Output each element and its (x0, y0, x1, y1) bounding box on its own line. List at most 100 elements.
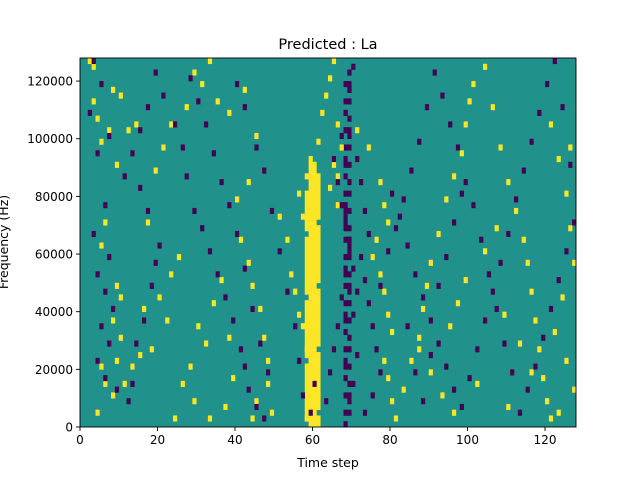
heatmap-cell-low (483, 317, 488, 324)
heatmap-cell-high (541, 375, 546, 382)
heatmap-cell-low (250, 305, 255, 312)
heatmap-cell-band-low (343, 190, 348, 197)
heatmap-cell-low (107, 340, 112, 347)
heatmap-cell-high (506, 179, 511, 186)
heatmap-cell-band-low (347, 179, 352, 186)
heatmap-cell-band-high (316, 190, 321, 197)
heatmap-cell-band-high (316, 369, 321, 376)
heatmap-cell-high (324, 92, 329, 99)
y-tick-label: 40000 (35, 305, 73, 319)
heatmap-cell-band-high (316, 311, 321, 318)
heatmap-cell-band-high (312, 346, 317, 353)
heatmap-cell-band-high (312, 323, 317, 330)
heatmap-cell-high (556, 409, 561, 416)
heatmap-cell-low (374, 346, 379, 353)
heatmap-cell-band-high (316, 317, 321, 324)
heatmap-cell-high (289, 271, 294, 278)
heatmap-cell-band-low (343, 421, 348, 428)
heatmap-cell-band-high (312, 196, 317, 203)
heatmap-cell-low (444, 363, 449, 370)
heatmap-cell-high (452, 409, 457, 416)
heatmap-cell-high (285, 236, 290, 243)
heatmap-cell-high (529, 369, 534, 376)
heatmap-cell-low (262, 167, 267, 174)
heatmap-cell-band-high (308, 375, 313, 382)
heatmap-cell-band-high (308, 277, 313, 284)
heatmap-cell-low (188, 75, 193, 82)
heatmap-cell-high (169, 271, 174, 278)
heatmap-cell-band-high (308, 219, 313, 226)
heatmap-cell-low (359, 254, 364, 261)
heatmap-cell-low (95, 271, 100, 278)
heatmap-cell-band-high (312, 369, 317, 376)
heatmap-cell-band-high (304, 265, 309, 272)
heatmap-cell-band-high (312, 340, 317, 347)
heatmap-cell-band-low (347, 300, 352, 307)
heatmap-cell-low (114, 386, 120, 393)
heatmap-cell-high (475, 380, 480, 387)
heatmap-cell-high (366, 144, 371, 151)
heatmap-cell-band-low (343, 254, 348, 261)
heatmap-cell-band-high (308, 369, 313, 376)
heatmap-cell-low (552, 58, 557, 65)
heatmap-cell-low (153, 259, 158, 266)
heatmap-cell-high (548, 415, 554, 422)
heatmap-cell-high (238, 236, 244, 243)
heatmap-cell-high (428, 259, 433, 266)
heatmap-cell-low (343, 271, 348, 278)
heatmap-cell-high (428, 369, 433, 376)
heatmap-cell-high (320, 109, 325, 116)
heatmap-cell-band-low (347, 398, 352, 405)
x-tick-label: 40 (227, 433, 242, 447)
heatmap-cell-band-high (308, 213, 313, 220)
heatmap-cell-low (339, 132, 344, 140)
heatmap-cell-low (223, 294, 228, 301)
heatmap-cell-low (459, 190, 464, 197)
heatmap-cell-high (455, 300, 461, 307)
y-tick-label: 80000 (35, 190, 73, 204)
heatmap-cell-band-high (312, 421, 317, 428)
heatmap-cell-band-low (343, 328, 348, 336)
heatmap-cell-low (548, 305, 554, 312)
heatmap-cell-high (165, 317, 170, 324)
heatmap-cell-high (211, 300, 216, 307)
heatmap-cell-low (99, 81, 104, 88)
heatmap-cell-low (424, 104, 430, 111)
heatmap-cell-band-high (312, 173, 317, 180)
heatmap-cell-high (502, 311, 507, 318)
heatmap-cell-low (173, 121, 178, 128)
heatmap-cell-high (386, 311, 391, 318)
heatmap-cell-band-low (343, 357, 348, 364)
heatmap-cell-high (572, 386, 577, 393)
heatmap-cell-band-high (308, 415, 313, 422)
heatmap-cell-low (343, 109, 348, 116)
heatmap-cell-high (564, 357, 569, 364)
heatmap-cell-low (506, 230, 511, 238)
heatmap-cell-high (180, 380, 185, 387)
heatmap-cell-band-high (308, 230, 313, 238)
heatmap-cell-high (118, 92, 123, 99)
heatmap-cell-band-high (312, 236, 317, 243)
heatmap-cell-high (494, 225, 499, 232)
heatmap-cell-high (219, 277, 224, 284)
heatmap-cell-high (153, 167, 158, 174)
heatmap-cell-band-high (312, 184, 317, 191)
heatmap-cell-high (304, 415, 309, 422)
heatmap-cell-high (114, 282, 120, 289)
heatmap-cell-high (87, 58, 92, 65)
heatmap-cell-low (157, 242, 162, 249)
heatmap-cell-low (533, 363, 538, 370)
heatmap-cell-low (564, 248, 569, 255)
heatmap-cell-high (130, 363, 135, 370)
x-axis-label: Time step (296, 455, 359, 470)
heatmap-cell-high (231, 375, 236, 382)
heatmap-cell-low (440, 92, 445, 99)
heatmap-cell-band-low (347, 288, 352, 295)
heatmap-cell-band-high (304, 311, 309, 318)
heatmap-cell-band-low (343, 98, 348, 105)
heatmap-cell-band-high (308, 392, 313, 399)
heatmap-cell-band-high (312, 334, 317, 341)
heatmap-cell-high (537, 346, 542, 353)
heatmap-cell-low (413, 271, 418, 278)
heatmap-cell-band-low (347, 127, 352, 134)
